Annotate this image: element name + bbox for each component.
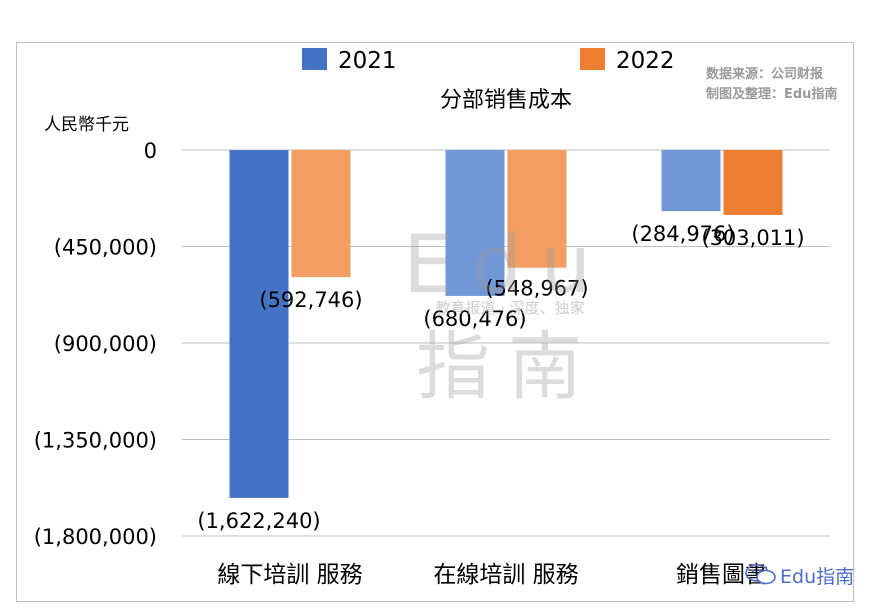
watermark-corner-text: Edu指南	[780, 566, 855, 588]
data-label: (680,476)	[423, 307, 526, 331]
x-tick-label: 在線培訓 服務	[433, 562, 578, 588]
bar	[229, 150, 289, 498]
data-label: (284,976)	[631, 222, 734, 246]
bar	[661, 150, 721, 212]
legend-label: 2021	[338, 48, 397, 74]
legend-label: 2022	[616, 48, 675, 74]
watermark-logo-bottom: 指南	[416, 324, 600, 410]
chart-title: 分部销售成本	[440, 88, 572, 113]
source-note-line2: 制图及整理：Edu指南	[706, 87, 838, 102]
bar	[291, 150, 351, 278]
y-tick-label: 0	[144, 139, 157, 163]
watermark-tagline: 教育报道 · 深度、独家	[435, 299, 584, 317]
source-note-line1: 数据来源：公司财报	[706, 67, 824, 82]
bar	[445, 150, 505, 296]
wechat-icon	[745, 564, 776, 585]
x-tick-label: 線下培訓 服務	[217, 562, 362, 588]
y-tick-label: (1,350,000)	[34, 429, 157, 453]
data-label: (548,967)	[485, 277, 588, 301]
y-axis-label: 人民幣千元	[44, 115, 129, 135]
y-tick-label: (1,800,000)	[34, 525, 157, 549]
watermark-logo-top: Edu	[403, 218, 609, 311]
data-label: (1,622,240)	[197, 509, 320, 533]
data-label: (303,011)	[701, 226, 804, 250]
bar	[723, 150, 783, 215]
bar	[507, 150, 567, 268]
legend-swatch	[580, 48, 605, 70]
chart-frame	[16, 42, 854, 602]
legend-swatch	[302, 48, 327, 70]
y-tick-label: (900,000)	[54, 332, 157, 356]
y-tick-label: (450,000)	[54, 236, 157, 260]
data-label: (592,746)	[259, 288, 362, 312]
